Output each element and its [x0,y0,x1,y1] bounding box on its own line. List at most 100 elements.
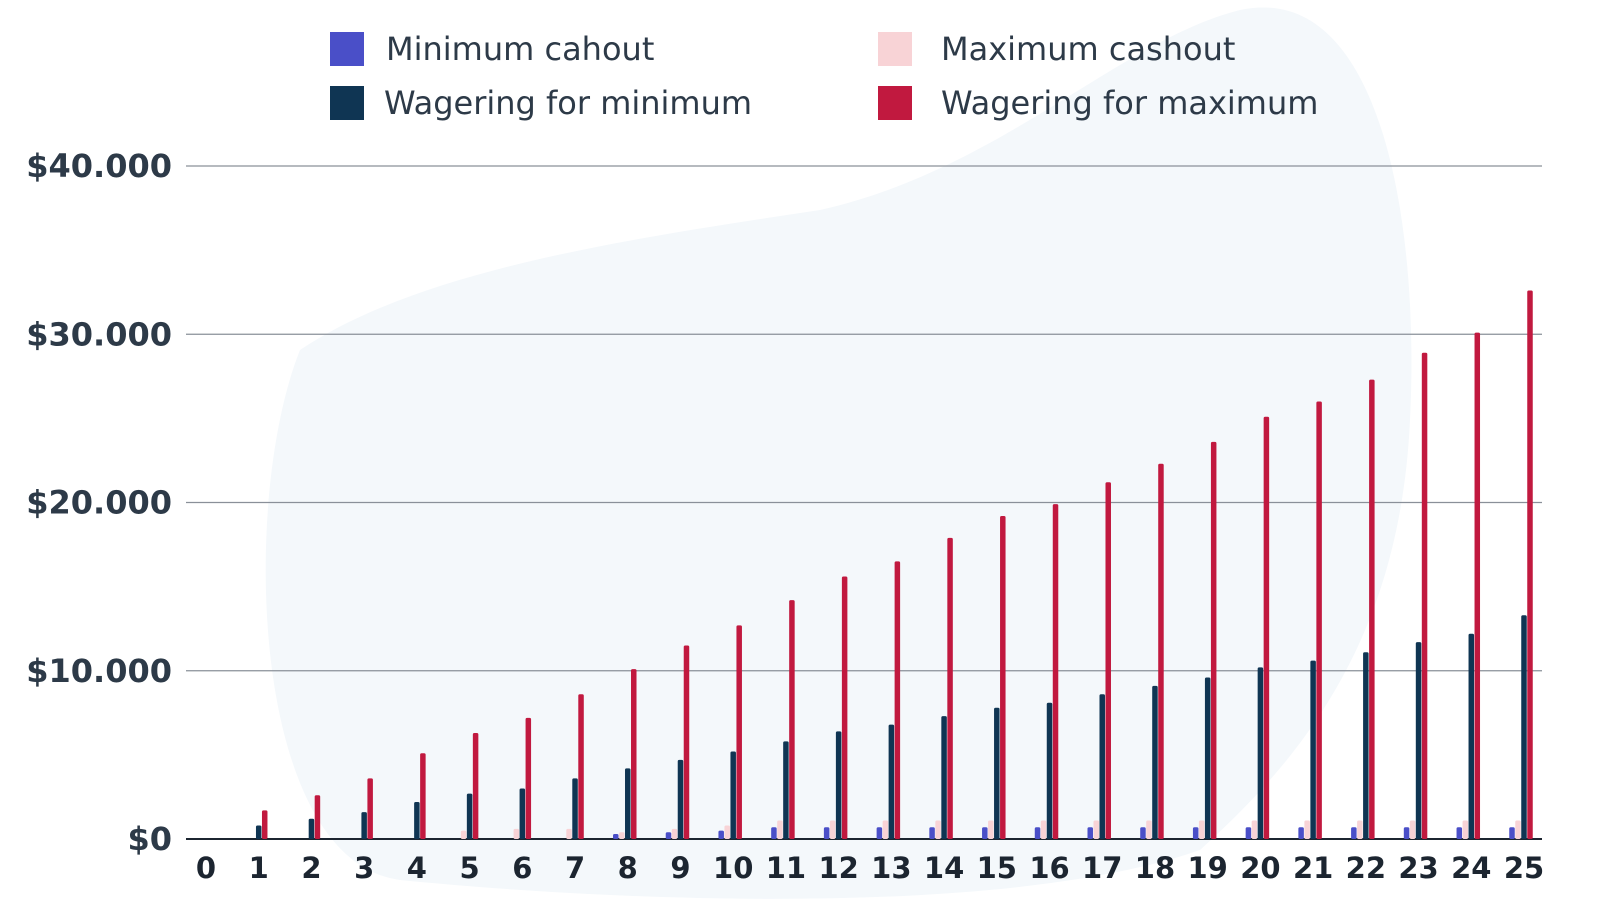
bar [947,537,953,839]
bar [1351,827,1357,839]
bar [1210,441,1217,839]
x-tick-label: 23 [1398,851,1438,885]
x-tick-label: 22 [1346,851,1386,885]
bar [1357,820,1363,839]
bar [1158,463,1164,839]
legend-swatch [330,32,364,66]
legend: Minimum cahout Maximum cashout Wagering fo… [330,30,1318,122]
bar [613,833,619,839]
bar [841,576,848,839]
x-tick-label: 6 [512,851,532,885]
bar [619,832,625,839]
bar [1409,820,1416,839]
bar [1105,482,1111,839]
bar [1316,401,1322,839]
bar [466,793,473,839]
bar [1403,827,1410,839]
x-tick-label: 17 [1082,851,1122,885]
bar [1192,827,1199,839]
x-tick-label: 3 [354,851,374,885]
bar [736,625,742,839]
bar [513,828,520,839]
bar [367,778,373,839]
bar [1198,820,1205,839]
bar [1263,416,1270,839]
bar [671,828,678,839]
legend-swatch [878,32,912,66]
bar [1034,827,1041,839]
bar [1527,290,1533,839]
x-tick-label: 11 [766,851,806,885]
bar [1521,615,1527,839]
bar [1251,820,1258,839]
x-tick-label: 8 [618,851,638,885]
bar [783,741,789,839]
bar [1421,352,1428,839]
bar [771,827,777,839]
bar [730,751,736,839]
bar [414,801,420,839]
bar [882,820,889,839]
bar [724,825,730,839]
bar [1245,827,1252,839]
bar [261,810,268,839]
x-tick-label: 7 [565,851,585,885]
x-tick-label: 24 [1451,851,1491,885]
bar [525,717,532,839]
x-tick-label: 19 [1188,851,1228,885]
bar [777,820,783,839]
x-tick-label: 2 [301,851,321,885]
x-tick-label: 1 [249,851,269,885]
bar [835,731,842,839]
bar [929,827,935,839]
x-tick-label: 4 [407,851,427,885]
bar [1146,820,1152,839]
bar [1468,633,1475,839]
x-axis: 0 1 2 3 4 5 6 7 8 9 10 11 12 13 14 15 16 17 18 19 20 21 22 23 24… [196,851,1544,885]
bar [823,827,830,839]
bar [308,818,315,839]
bar [572,778,578,839]
bar [1040,820,1047,839]
y-tick-label: $30.000 [26,315,172,353]
x-tick-label: 21 [1293,851,1333,885]
bar [1515,820,1521,839]
bars [255,290,1533,839]
bar [1310,660,1316,839]
bar [982,827,988,839]
x-tick-label: 14 [924,851,964,885]
bar [1099,694,1105,839]
bar [935,820,941,839]
bar [460,830,467,839]
y-tick-label: $20.000 [26,484,172,522]
bar [876,827,883,839]
y-axis: $0 $10.000 $20.000 $30.000 $40.000 [26,147,172,858]
bar [718,830,724,839]
x-tick-label: 25 [1504,851,1544,885]
bar [1304,820,1310,839]
bar [1363,652,1369,839]
bar [1415,642,1422,839]
bar [1462,820,1469,839]
bar [314,795,321,839]
background-blob [265,7,1412,899]
bar [1298,827,1304,839]
bar [255,825,262,839]
bar [519,788,526,839]
bar [1257,667,1264,839]
x-tick-label: 12 [818,851,858,885]
legend-swatch [330,86,364,120]
bar [1369,379,1375,839]
bar [1046,702,1053,839]
bar [420,753,426,839]
bar [1140,827,1146,839]
bar [988,820,994,839]
bar [1474,332,1481,839]
x-tick-label: 20 [1240,851,1280,885]
bar [894,561,901,839]
bar [472,733,479,839]
bar [677,759,684,839]
bar [994,707,1000,839]
